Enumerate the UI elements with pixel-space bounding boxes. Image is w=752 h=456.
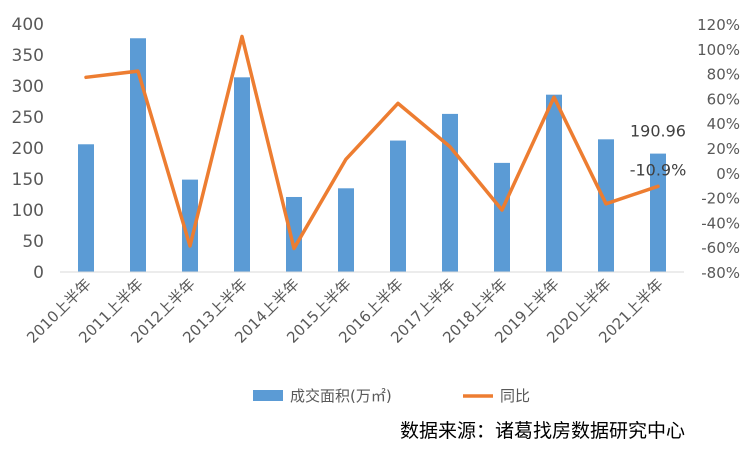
label-layer: 190.96 -10.9% (630, 122, 687, 180)
y-right-tick-label: -20% (701, 190, 740, 208)
y-left-tick-label: 0 (33, 263, 44, 283)
y-left-tick-label: 350 (12, 46, 44, 66)
legend-label-line: 同比 (500, 387, 530, 405)
data-label: 190.96 (630, 122, 686, 141)
legend-label-bar: 成交面积(万㎡) (290, 387, 392, 405)
y-left-tick-label: 400 (12, 15, 44, 35)
bar (546, 95, 562, 272)
line-series-yoy (86, 36, 658, 248)
y-left-tick-label: 300 (12, 77, 44, 97)
y-right-tick-label: 80% (707, 66, 740, 84)
legend: 成交面积(万㎡) 同比 (253, 387, 530, 405)
bar (442, 114, 458, 272)
y-right-tick-label: 0% (716, 165, 740, 183)
line-layer (86, 36, 658, 248)
y-right-tick-label: -80% (701, 264, 740, 282)
y-left-tick-label: 50 (22, 232, 44, 252)
y-right-tick-label: 100% (697, 41, 740, 59)
data-label: -10.9% (630, 160, 687, 179)
y-left-tick-label: 200 (12, 139, 44, 159)
bar (494, 163, 510, 272)
bar (598, 139, 614, 272)
bar (286, 197, 302, 272)
source-note: 数据来源：诸葛找房数据研究中心 (400, 416, 685, 443)
legend-swatch-bar (253, 390, 283, 401)
y-left-tick-label: 150 (12, 170, 44, 190)
y-right-tick-label: 60% (707, 90, 740, 108)
y-right-tick-label: 40% (707, 115, 740, 133)
axis-layer: 0 50 100 150 200 250 300 350 400 -80% -60% -40% -20%… (12, 15, 740, 347)
bar (390, 141, 406, 272)
y-right-tick-label: -40% (701, 214, 740, 232)
y-right-tick-label: -60% (701, 239, 740, 257)
y-right-tick-label: 120% (697, 16, 740, 34)
y-right-tick-label: 20% (707, 140, 740, 158)
bar (338, 188, 354, 272)
y-left-tick-label: 100 (12, 201, 44, 221)
bars-layer (78, 38, 666, 272)
y-left-tick-label: 250 (12, 108, 44, 128)
bar (234, 77, 250, 272)
bar (78, 144, 94, 272)
